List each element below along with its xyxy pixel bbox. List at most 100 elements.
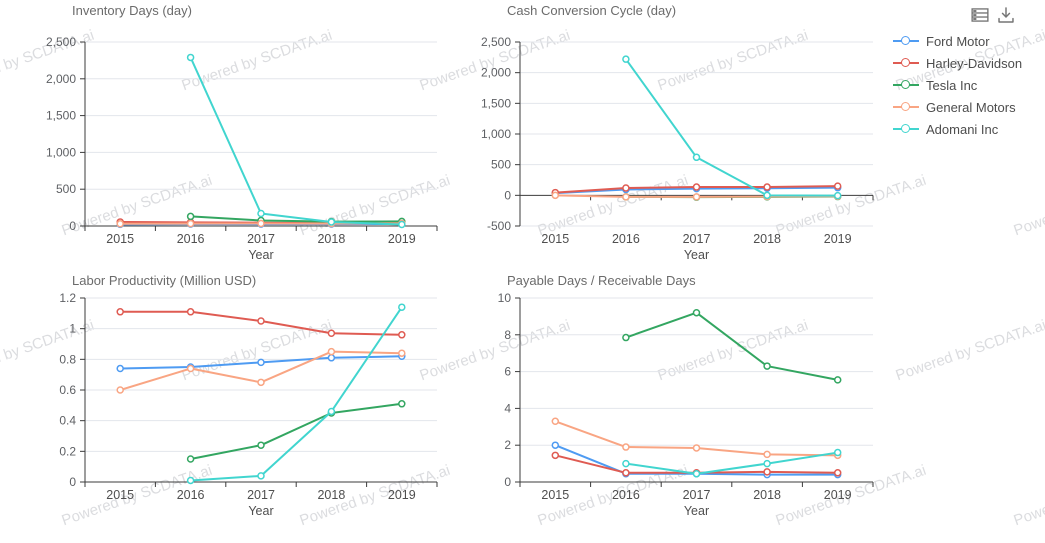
series-tesla-inc[interactable] xyxy=(188,401,405,462)
data-point[interactable] xyxy=(117,387,123,393)
series-harley-davidson[interactable] xyxy=(117,309,405,338)
series-adomani-inc[interactable] xyxy=(623,56,841,198)
data-point[interactable] xyxy=(694,154,700,160)
data-point[interactable] xyxy=(835,470,841,476)
data-point[interactable] xyxy=(694,184,700,190)
y-tick-label: 2,500 xyxy=(481,35,511,49)
data-point[interactable] xyxy=(694,445,700,451)
data-point[interactable] xyxy=(399,222,405,228)
legend-item-general-motors[interactable]: General Motors xyxy=(893,96,1022,118)
data-point[interactable] xyxy=(694,194,700,200)
data-point[interactable] xyxy=(835,193,841,199)
data-point[interactable] xyxy=(328,355,334,361)
data-point[interactable] xyxy=(623,185,629,191)
legend-item-tesla-inc[interactable]: Tesla Inc xyxy=(893,74,1022,96)
data-point[interactable] xyxy=(623,56,629,62)
data-point[interactable] xyxy=(188,477,194,483)
data-point[interactable] xyxy=(258,220,264,226)
y-tick-label: 0 xyxy=(69,475,76,489)
y-tick-label: 0.2 xyxy=(59,444,76,458)
series-ford-motor[interactable] xyxy=(117,353,405,371)
data-point[interactable] xyxy=(188,213,194,219)
series-adomani-inc[interactable] xyxy=(188,304,405,483)
data-point[interactable] xyxy=(188,456,194,462)
data-point[interactable] xyxy=(399,332,405,338)
data-point[interactable] xyxy=(623,444,629,450)
data-point[interactable] xyxy=(328,330,334,336)
y-tick-label: 500 xyxy=(491,158,511,172)
chart-toolbar xyxy=(971,6,1015,24)
x-tick-label: 2019 xyxy=(388,488,416,502)
data-point[interactable] xyxy=(552,418,558,424)
data-point[interactable] xyxy=(552,192,558,198)
x-tick-label: 2016 xyxy=(612,488,640,502)
data-point[interactable] xyxy=(764,461,770,467)
data-point[interactable] xyxy=(117,221,123,227)
y-tick-label: 2,500 xyxy=(46,35,76,49)
data-point[interactable] xyxy=(835,377,841,383)
x-tick-label: 2019 xyxy=(824,488,852,502)
data-point[interactable] xyxy=(764,469,770,475)
data-point[interactable] xyxy=(764,451,770,457)
data-point[interactable] xyxy=(188,221,194,227)
data-point[interactable] xyxy=(258,379,264,385)
data-point[interactable] xyxy=(258,359,264,365)
data-point[interactable] xyxy=(117,309,123,315)
legend-label: General Motors xyxy=(926,100,1016,115)
data-point[interactable] xyxy=(835,450,841,456)
legend-label: Tesla Inc xyxy=(926,78,977,93)
line-marker-icon xyxy=(893,124,919,134)
data-point[interactable] xyxy=(328,408,334,414)
data-point[interactable] xyxy=(764,192,770,198)
data-point[interactable] xyxy=(399,304,405,310)
data-point[interactable] xyxy=(623,470,629,476)
data-point[interactable] xyxy=(764,363,770,369)
series-adomani-inc[interactable] xyxy=(188,54,405,227)
y-tick-label: 1 xyxy=(69,322,76,336)
data-point[interactable] xyxy=(694,310,700,316)
data-point[interactable] xyxy=(188,366,194,372)
data-point[interactable] xyxy=(258,210,264,216)
series-line[interactable] xyxy=(626,313,838,380)
watermark-text: Powered by SCDATA.ai xyxy=(894,317,1045,384)
series-general-motors[interactable] xyxy=(552,418,840,458)
data-point[interactable] xyxy=(188,54,194,60)
data-point[interactable] xyxy=(399,401,405,407)
y-tick-label: 0 xyxy=(504,475,511,489)
x-axis-title: Year xyxy=(684,248,709,262)
data-point[interactable] xyxy=(258,473,264,479)
x-tick-label: 2018 xyxy=(753,488,781,502)
data-point[interactable] xyxy=(623,194,629,200)
series-line[interactable] xyxy=(626,59,838,195)
data-point[interactable] xyxy=(552,442,558,448)
data-view-icon[interactable] xyxy=(971,6,989,24)
data-point[interactable] xyxy=(188,309,194,315)
series-line[interactable] xyxy=(191,57,402,224)
y-tick-label: 1,500 xyxy=(481,96,511,110)
data-point[interactable] xyxy=(835,183,841,189)
data-point[interactable] xyxy=(623,335,629,341)
y-tick-label: 6 xyxy=(504,365,511,379)
line-marker-icon xyxy=(893,80,919,90)
y-tick-label: 0.8 xyxy=(59,352,76,366)
data-point[interactable] xyxy=(623,461,629,467)
data-point[interactable] xyxy=(117,366,123,372)
line-marker-icon xyxy=(893,102,919,112)
legend-item-harley-davidson[interactable]: Harley-Davidson xyxy=(893,52,1022,74)
data-point[interactable] xyxy=(552,452,558,458)
data-point[interactable] xyxy=(328,219,334,225)
series-general-motors[interactable] xyxy=(117,349,405,393)
data-point[interactable] xyxy=(258,442,264,448)
x-tick-label: 2017 xyxy=(247,232,275,246)
legend-item-ford-motor[interactable]: Ford Motor xyxy=(893,30,1022,52)
download-icon[interactable] xyxy=(997,6,1015,24)
data-point[interactable] xyxy=(399,350,405,356)
series-line[interactable] xyxy=(191,404,402,459)
data-point[interactable] xyxy=(764,184,770,190)
data-point[interactable] xyxy=(258,318,264,324)
data-point[interactable] xyxy=(694,471,700,477)
legend-item-adomani-inc[interactable]: Adomani Inc xyxy=(893,118,1022,140)
data-point[interactable] xyxy=(328,349,334,355)
